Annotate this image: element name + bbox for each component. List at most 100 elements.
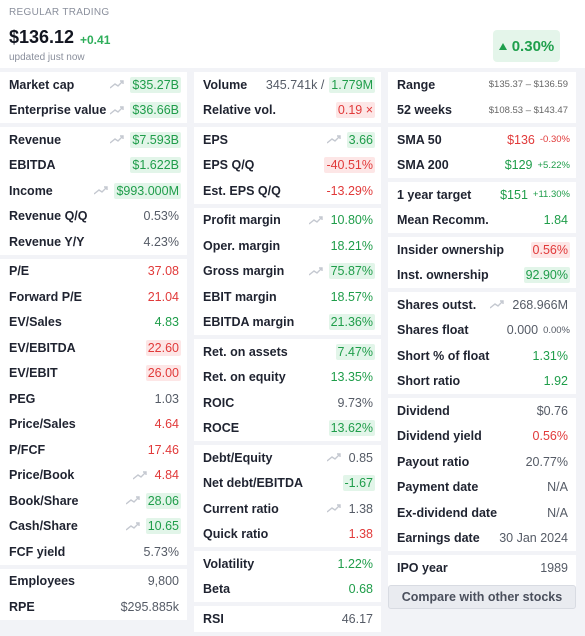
compare-stocks-button[interactable]: Compare with other stocks xyxy=(388,585,576,609)
metric-group: Shares outst. 268.966M Shares float 0.000 0.… xyxy=(388,292,576,394)
metric-label: Insider ownership xyxy=(397,242,504,257)
metric-label: Price/Sales xyxy=(9,417,76,432)
metric-row-mean-recomm: Mean Recomm. 1.84 xyxy=(388,208,576,234)
metric-subvalue: +5.22% xyxy=(537,159,571,171)
metric-label: EV/EBITDA xyxy=(9,340,76,355)
metric-value-wrap: 22.60 xyxy=(145,339,181,356)
metric-subvalue: +11.30% xyxy=(532,189,570,201)
metric-label: Shares float xyxy=(397,323,469,338)
metric-value-wrap: 0.85 xyxy=(326,450,375,466)
quote-header: REGULAR TRADING $136.12 +0.41 updated ju… xyxy=(0,0,585,68)
metric-label: Revenue Q/Q xyxy=(9,209,88,224)
metric-row-peg: PEG 1.03 xyxy=(0,386,187,412)
metric-label: PEG xyxy=(9,391,36,406)
trend-chart-icon[interactable] xyxy=(132,471,147,480)
metric-label: FCF yield xyxy=(9,544,66,559)
metric-row-ebitda: EBITDA $1.622B xyxy=(0,153,187,179)
metric-label: EV/Sales xyxy=(9,315,62,330)
metric-label: RPE xyxy=(9,599,35,614)
metric-value-wrap: 10.65 xyxy=(125,518,181,535)
metric-value-wrap: -1.67 xyxy=(342,475,375,492)
metric-label: Inst. ownership xyxy=(397,268,489,283)
metric-row-market-cap: Market cap $35.27B xyxy=(0,72,187,98)
metric-row-book-share: Book/Share 28.06 xyxy=(0,488,187,514)
trend-chart-icon[interactable] xyxy=(490,300,505,309)
metric-value-wrap: 9.73% xyxy=(336,395,375,411)
trend-chart-icon[interactable] xyxy=(110,80,125,89)
metric-row-rsi: RSI 46.17 xyxy=(194,606,381,632)
metric-row-revenue: Revenue $7.593B xyxy=(0,127,187,153)
trend-chart-icon[interactable] xyxy=(326,504,341,513)
trend-chart-icon[interactable] xyxy=(110,106,125,115)
metric-row-profit-margin: Profit margin 10.80% xyxy=(194,208,381,234)
metric-label: SMA 50 xyxy=(397,132,442,147)
metrics-column-2: Volume 345.741k / 1.779M Relative vol. 0.19 … xyxy=(194,72,381,636)
trend-chart-icon[interactable] xyxy=(326,135,341,144)
session-label: REGULAR TRADING xyxy=(9,7,110,18)
metric-label: Gross margin xyxy=(203,264,285,279)
metric-value-wrap: 46.17 xyxy=(340,611,375,627)
metric-value-wrap: N/A xyxy=(545,505,570,521)
metric-row-relative-vol: Relative vol. 0.19 × xyxy=(194,98,381,124)
trend-chart-icon[interactable] xyxy=(326,453,341,462)
metric-value-wrap: $135.37 – $136.59 xyxy=(487,78,570,91)
metric-row-p-e: P/E 37.08 xyxy=(0,259,187,285)
metric-label: Cash/Share xyxy=(9,519,78,534)
metric-row-earnings-date: Earnings date 30 Jan 2024 xyxy=(388,526,576,552)
metric-label: Book/Share xyxy=(9,493,79,508)
metric-label: P/FCF xyxy=(9,442,46,457)
metric-row-income: Income $993.000M xyxy=(0,178,187,204)
trend-chart-icon[interactable] xyxy=(308,216,323,225)
trend-chart-icon[interactable] xyxy=(125,522,140,531)
metric-value-wrap: 0.56% xyxy=(531,428,570,444)
metric-value-wrap: $7.593B xyxy=(110,131,181,148)
trend-chart-icon[interactable] xyxy=(94,186,109,195)
metric-group: Employees 9,800 RPE $295.885k xyxy=(0,568,187,620)
metric-row-shares-outst: Shares outst. 268.966M xyxy=(388,292,576,318)
metric-value-wrap: 10.80% xyxy=(308,212,375,228)
metric-row-volatility: Volatility 1.22% xyxy=(194,551,381,577)
metric-row-52-weeks: 52 weeks $108.53 – $143.47 xyxy=(388,98,576,124)
metric-value: $993.000M xyxy=(114,182,181,199)
change-percent-badge: 0.30% xyxy=(493,30,560,62)
metric-value: $7.593B xyxy=(130,131,181,148)
metric-row-debt-equity: Debt/Equity 0.85 xyxy=(194,445,381,471)
metric-row-payout-ratio: Payout ratio 20.77% xyxy=(388,449,576,475)
metric-value-wrap: 5.73% xyxy=(142,544,181,560)
metrics-column-1: Market cap $35.27B Enterprise value $36.66B… xyxy=(0,72,187,624)
metric-subvalue: 0.00% xyxy=(543,324,570,336)
metric-value-wrap: 4.23% xyxy=(142,234,181,250)
metric-row-beta: Beta 0.68 xyxy=(194,577,381,603)
metric-value-wrap: 0.56% xyxy=(530,241,570,258)
metric-value-wrap: 0.53% xyxy=(142,208,181,224)
metric-label: Income xyxy=(9,183,53,198)
metric-group: SMA 50 $136 -0.30% SMA 200 $129 +5.22% xyxy=(388,127,576,178)
metric-value: 0.53% xyxy=(143,209,179,224)
metric-label: EPS xyxy=(203,132,229,147)
metric-value: 1.92 xyxy=(543,374,568,389)
metric-value: 4.83 xyxy=(154,315,179,330)
metric-value-wrap: 21.36% xyxy=(328,314,375,331)
metric-row-revenue-q-q: Revenue Q/Q 0.53% xyxy=(0,204,187,230)
metric-label: Volatility xyxy=(203,556,255,571)
metric-value: $135.37 – $136.59 xyxy=(488,79,568,91)
metric-value: 0.56% xyxy=(530,241,570,258)
trend-chart-icon[interactable] xyxy=(125,496,140,505)
metric-row-eps: EPS 3.66 xyxy=(194,127,381,153)
trend-chart-icon[interactable] xyxy=(110,135,125,144)
metric-value: 1.84 xyxy=(543,213,568,228)
metric-row-est-eps-q-q: Est. EPS Q/Q -13.29% xyxy=(194,178,381,204)
metric-label: Price/Book xyxy=(9,468,75,483)
metric-value: 13.62% xyxy=(328,420,375,437)
metric-row-ebitda-margin: EBITDA margin 21.36% xyxy=(194,310,381,336)
metric-row-inst-ownership: Inst. ownership 92.90% xyxy=(388,263,576,289)
metric-value: 1.38 xyxy=(348,527,373,542)
metric-value-secondary: 1.779M xyxy=(329,76,375,93)
metric-label: ROCE xyxy=(203,421,240,436)
trend-chart-icon[interactable] xyxy=(308,267,323,276)
metric-label: Net debt/EBITDA xyxy=(203,476,303,491)
metric-row-short-ratio: Short ratio 1.92 xyxy=(388,369,576,395)
metric-label: RSI xyxy=(203,611,224,626)
metric-label: Revenue Y/Y xyxy=(9,234,85,249)
metric-label: EV/EBIT xyxy=(9,366,58,381)
